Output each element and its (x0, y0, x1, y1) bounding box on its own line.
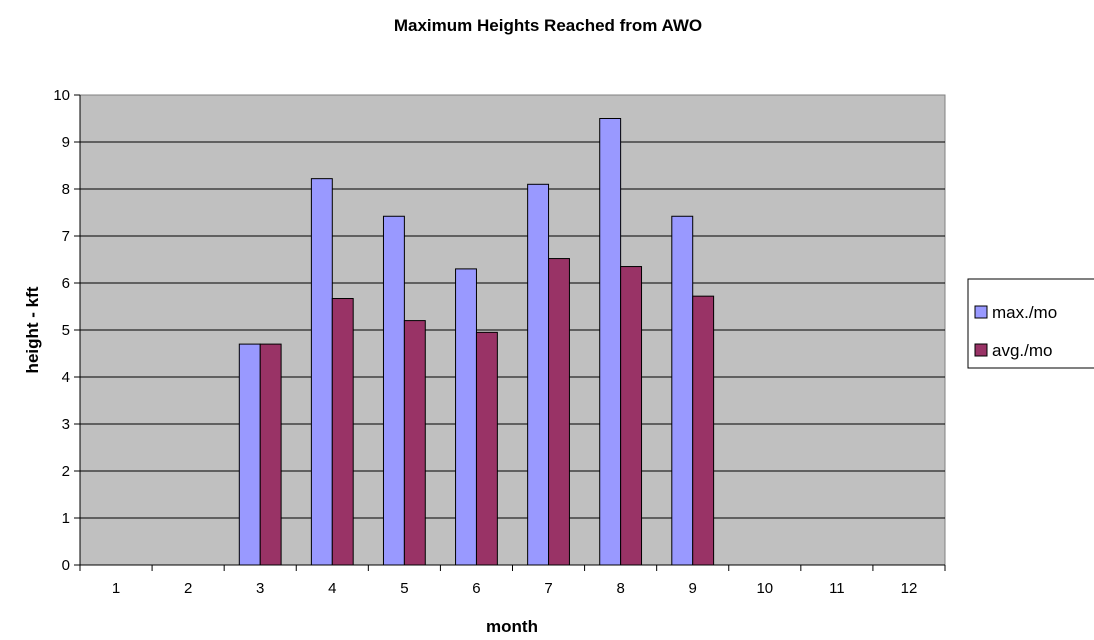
bar-max-month-8 (599, 118, 622, 566)
x-axis-title: month (486, 617, 538, 636)
y-tick-label: 1 (62, 510, 70, 527)
x-tick-label: 12 (901, 580, 918, 597)
y-tick-label: 7 (62, 228, 70, 245)
bar-max-month-6 (455, 268, 477, 566)
bar-max-month-9 (671, 215, 694, 566)
x-tick-label: 1 (112, 580, 120, 597)
x-tick-label: 3 (256, 580, 264, 597)
x-tick-label: 11 (829, 580, 845, 597)
x-tick-label: 6 (472, 580, 480, 597)
y-tick-label: 0 (62, 557, 70, 574)
y-tick-label: 10 (53, 87, 70, 104)
x-tick-label: 4 (328, 580, 336, 597)
bar-avg-month-8 (620, 266, 643, 566)
legend-box (967, 278, 1094, 369)
x-tick-label: 2 (184, 580, 192, 597)
x-tick-label: 7 (544, 580, 552, 597)
x-tick-label: 8 (616, 580, 624, 597)
y-tick-label: 2 (62, 463, 70, 480)
y-tick-label: 4 (62, 369, 70, 386)
y-tick-label: 9 (62, 134, 70, 151)
x-tick-labels: 1 2 3 4 5 6 7 8 9 10 11 12 (112, 580, 917, 597)
bar-avg-month-6 (475, 331, 498, 566)
legend-label-avg: avg./mo (992, 341, 1052, 360)
bar-avg-month-7 (548, 258, 570, 566)
axes (74, 94, 946, 571)
legend-swatch-avg (974, 343, 988, 357)
bar-avg-month-3 (259, 343, 282, 566)
y-tick-label: 5 (62, 322, 70, 339)
y-tick-labels: 0 1 2 3 4 5 6 7 8 9 10 (53, 87, 70, 574)
bars (238, 118, 715, 566)
legend-label-max: max./mo (992, 303, 1057, 322)
y-tick-label: 3 (62, 416, 70, 433)
y-tick-label: 6 (62, 275, 70, 292)
bar-avg-month-4 (331, 298, 354, 566)
x-tick-label: 9 (689, 580, 697, 597)
chart-title: Maximum Heights Reached from AWO (394, 16, 702, 35)
y-tick-label: 8 (62, 181, 70, 198)
bar-avg-month-5 (403, 320, 426, 566)
legend-swatch-max (974, 305, 988, 319)
x-tick-label: 10 (756, 580, 773, 597)
bar-max-month-4 (310, 178, 333, 566)
bar-max-month-3 (238, 343, 261, 566)
x-tick-label: 5 (400, 580, 408, 597)
gridlines (80, 141, 945, 519)
y-axis-title: height - kft (23, 286, 42, 373)
bar-avg-month-9 (692, 295, 715, 566)
bar-max-month-5 (382, 215, 405, 566)
bar-max-month-7 (527, 183, 550, 566)
legend: max./mo avg./mo (967, 278, 1094, 369)
